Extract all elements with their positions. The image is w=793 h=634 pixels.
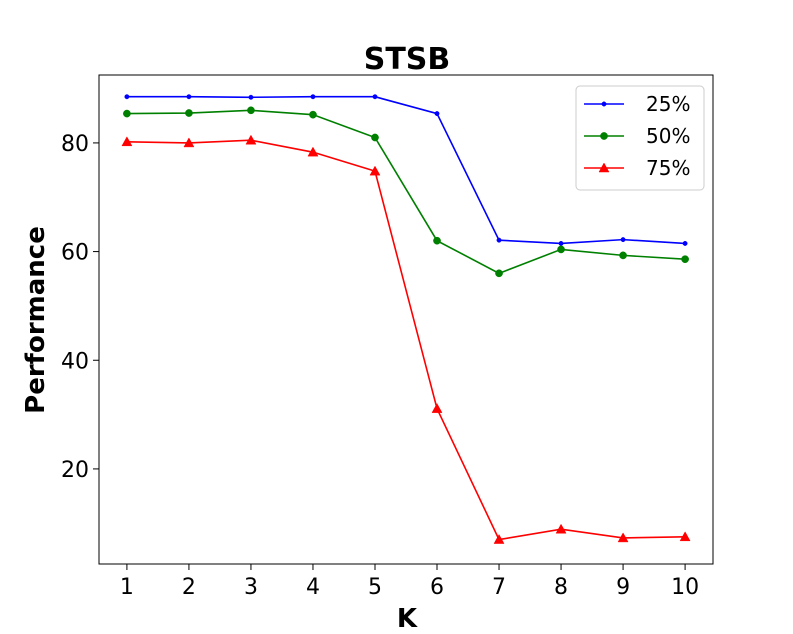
data-point [619, 251, 627, 260]
x-axis-title: K [397, 604, 418, 634]
data-point [496, 237, 502, 243]
data-point [186, 94, 192, 100]
data-point [681, 255, 689, 264]
x-tick-label: 4 [306, 575, 320, 600]
y-tick-label: 80 [61, 132, 89, 157]
x-tick-label: 3 [244, 575, 258, 600]
data-point [679, 531, 691, 542]
x-tick-label: 9 [616, 575, 630, 600]
data-point [309, 110, 317, 119]
data-point [123, 109, 131, 118]
y-tick-label: 20 [61, 458, 89, 483]
data-point [307, 146, 319, 157]
data-point [555, 523, 567, 534]
data-point [495, 269, 503, 278]
x-tick-label: 6 [430, 575, 444, 600]
legend-label: 25% [646, 92, 690, 116]
legend-box [575, 85, 705, 191]
data-point [433, 236, 441, 245]
plot-frame [98, 74, 714, 565]
y-tick-label: 60 [61, 241, 89, 266]
data-point [183, 137, 195, 148]
x-tick-label: 8 [554, 575, 568, 600]
data-point [431, 403, 443, 413]
data-point [557, 245, 565, 254]
series-line-0 [126, 95, 686, 245]
data-point [620, 237, 626, 243]
x-tick-label: 7 [492, 575, 506, 600]
data-point [434, 111, 440, 117]
series-line-1 [126, 109, 686, 275]
legend-marker [601, 101, 607, 107]
data-point [310, 94, 316, 100]
data-point [248, 94, 254, 100]
series-line-2 [126, 139, 686, 541]
data-point [372, 94, 378, 100]
data-point [558, 240, 564, 246]
x-tick-label: 10 [671, 575, 699, 600]
chart-title: STSB [364, 42, 451, 77]
x-tick-label: 1 [120, 575, 134, 600]
data-point [493, 534, 505, 544]
data-point [369, 165, 381, 176]
x-tick-label: 5 [368, 575, 382, 600]
plot-area: 1 2 3 4 5 6 7 8 9 10 20 40 60 80 25% 50% 75% [61, 74, 714, 600]
data-point [617, 532, 629, 543]
y-axis-title: Performance [21, 226, 51, 414]
y-tick-label: 40 [61, 349, 89, 374]
data-point [121, 136, 133, 147]
legend-marker [600, 132, 608, 140]
data-point [245, 134, 257, 145]
data-point [185, 109, 193, 117]
legend-label: 75% [646, 156, 690, 180]
data-point [124, 94, 130, 100]
data-point [247, 106, 255, 115]
legend-marker [598, 162, 610, 173]
data-point [682, 240, 688, 246]
x-tick-label: 2 [182, 575, 196, 600]
legend-label: 50% [646, 124, 690, 148]
data-point [371, 133, 379, 142]
